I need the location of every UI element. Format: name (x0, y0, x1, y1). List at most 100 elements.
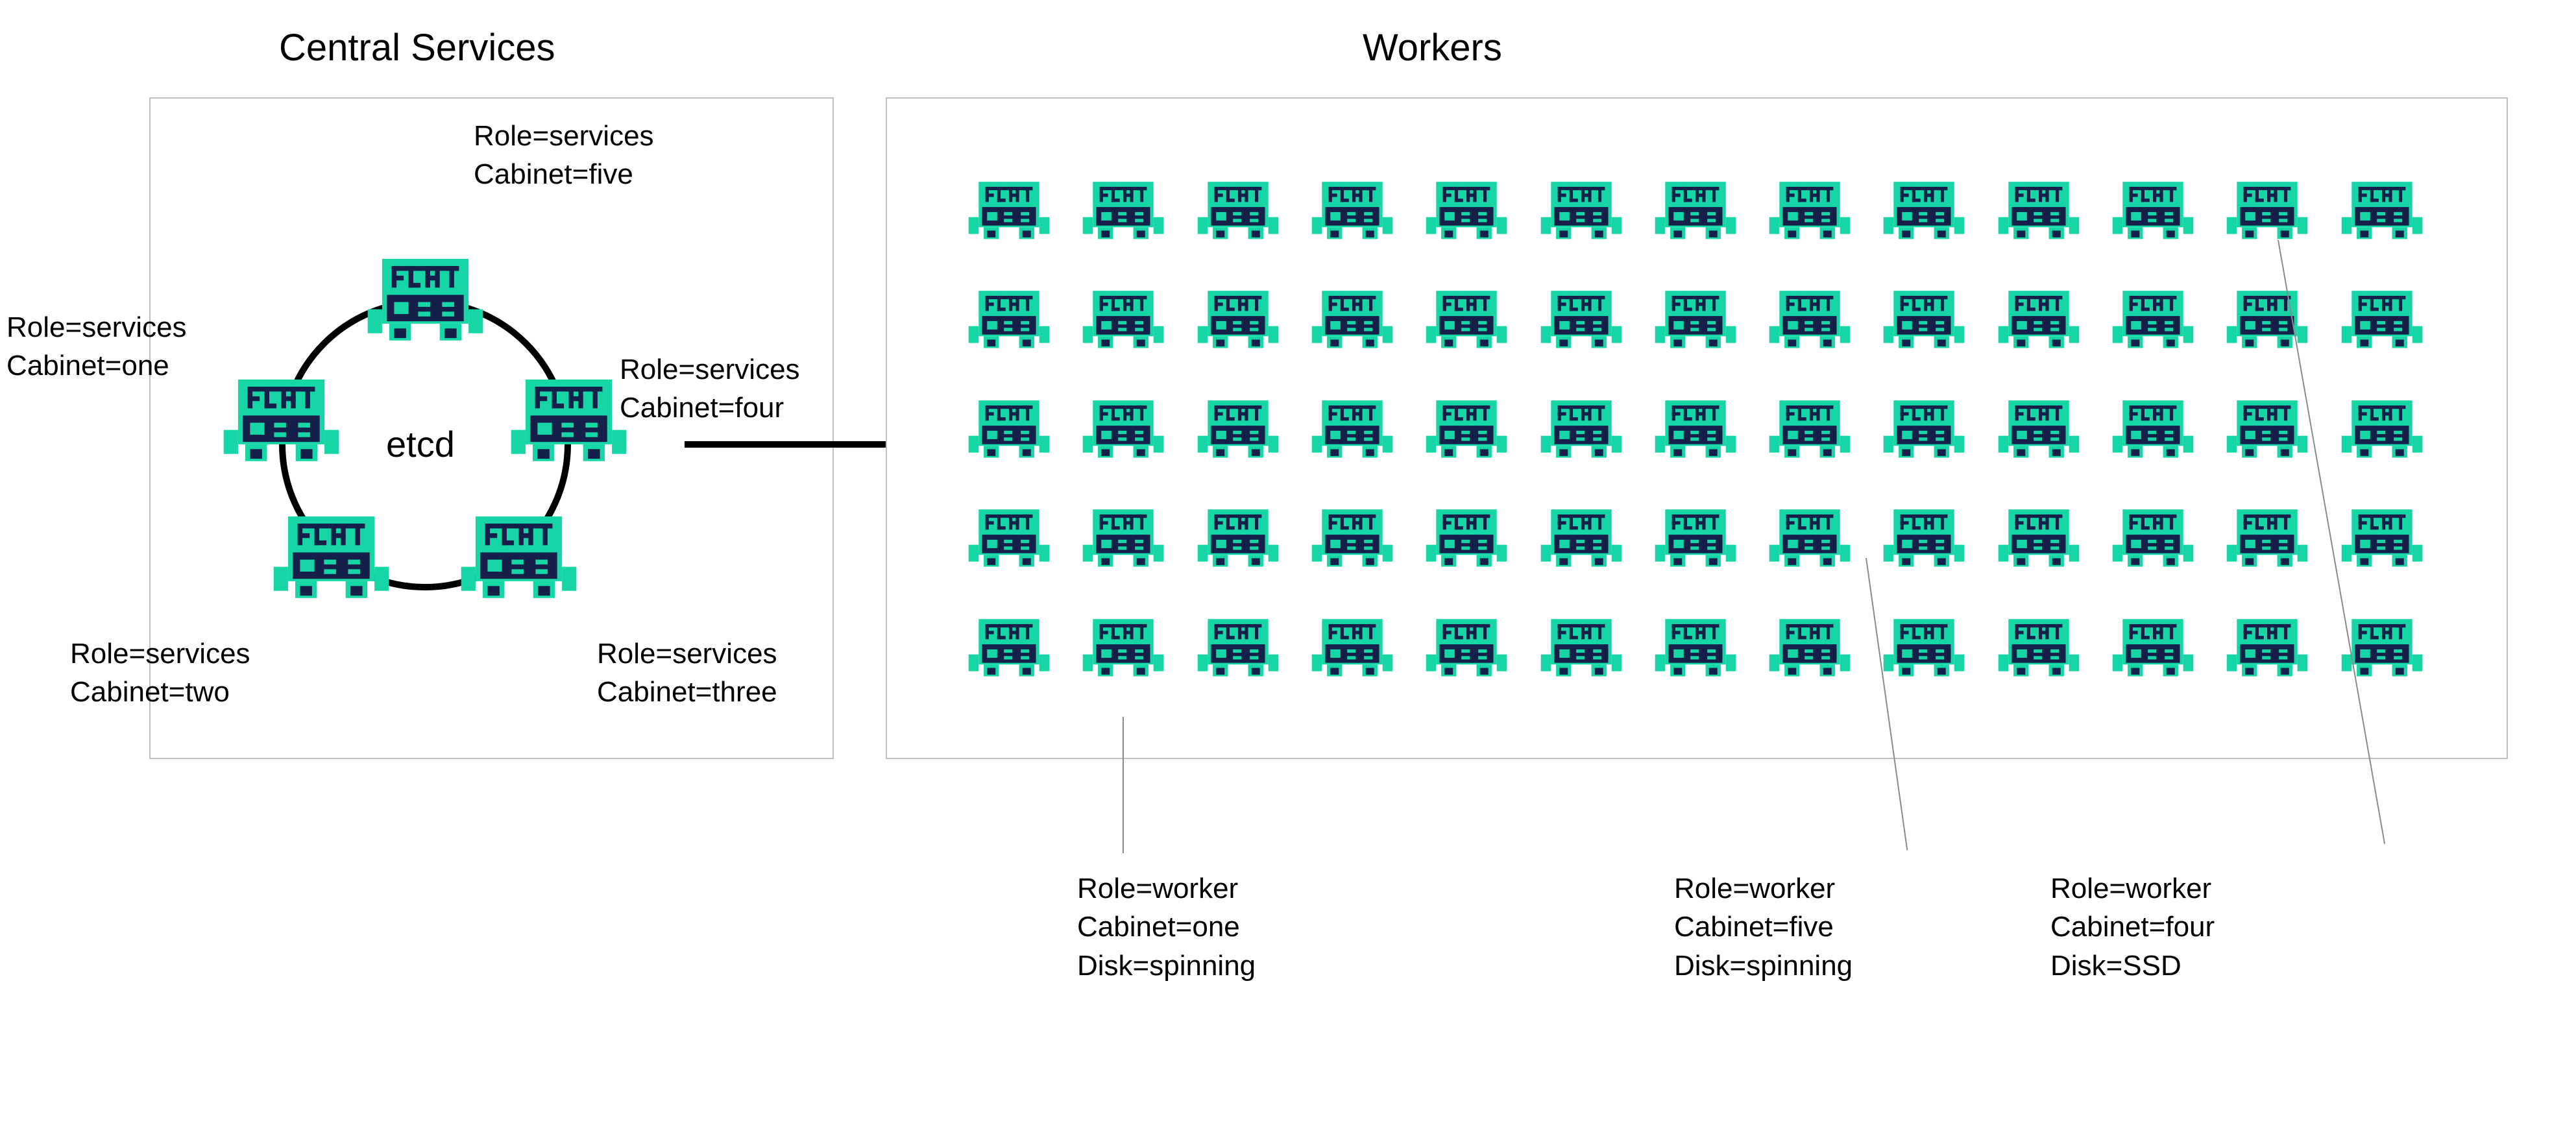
worker-callout-1: Role=worker Cabinet=one Disk=spinning (1077, 869, 1256, 985)
flatcar-icon (1997, 397, 2081, 459)
worker-node (2340, 397, 2427, 459)
flatcar-icon (1081, 506, 1165, 568)
worker-node (1196, 178, 1283, 241)
cabinet-line: Cabinet=four (2050, 911, 2215, 943)
flatcar-icon (967, 287, 1051, 350)
flatcar-icon (1653, 287, 1738, 350)
disk-line: Disk=spinning (1674, 950, 1853, 982)
role-line: Role=services (620, 354, 800, 385)
worker-node (1653, 506, 1740, 568)
worker-node (1768, 616, 1854, 678)
connector-line (685, 441, 886, 448)
label-cabinet-four: Role=services Cabinet=four (620, 350, 800, 428)
cabinet-line: Cabinet=two (70, 676, 230, 708)
flatcar-icon (1081, 178, 1165, 241)
worker-node (1196, 287, 1283, 350)
flatcar-icon (1424, 616, 1509, 678)
worker-node (2111, 397, 2198, 459)
worker-node (1539, 616, 1626, 678)
role-line: Role=services (6, 311, 187, 343)
flatcar-icon (1768, 397, 1852, 459)
flatcar-icon (1768, 616, 1852, 678)
flatcar-icon (1653, 616, 1738, 678)
flatcar-icon (1653, 178, 1738, 241)
label-cabinet-three: Role=services Cabinet=three (597, 635, 777, 712)
flatcar-icon (509, 374, 629, 465)
worker-node (1997, 178, 2084, 241)
role-line: Role=services (70, 638, 250, 670)
worker-node (2340, 506, 2427, 568)
worker-node (1997, 506, 2084, 568)
flatcar-icon (1997, 287, 2081, 350)
flatcar-icon (1768, 506, 1852, 568)
flatcar-icon (2340, 506, 2424, 568)
flatcar-icon (2111, 287, 2195, 350)
etcd-label: etcd (386, 423, 455, 465)
worker-node (1424, 397, 1511, 459)
worker-node (1081, 178, 1168, 241)
worker-node (967, 178, 1054, 241)
flatcar-icon (221, 374, 341, 465)
worker-node (1653, 397, 1740, 459)
worker-node (1882, 616, 1969, 678)
worker-node (1768, 506, 1854, 568)
flatcar-icon (2111, 178, 2195, 241)
flatcar-icon (1882, 506, 1966, 568)
worker-node (967, 397, 1054, 459)
worker-node (1310, 178, 1397, 241)
worker-node (1653, 616, 1740, 678)
workers-title: Workers (1363, 26, 1502, 69)
cabinet-line: Cabinet=five (1674, 911, 1834, 943)
flatcar-icon (1539, 178, 1623, 241)
worker-node (2111, 287, 2198, 350)
flatcar-icon (1424, 397, 1509, 459)
label-cabinet-five: Role=services Cabinet=five (474, 117, 654, 194)
worker-node (1997, 287, 2084, 350)
role-line: Role=worker (1674, 873, 1835, 904)
worker-node (1768, 287, 1854, 350)
worker-node (2225, 287, 2312, 350)
worker-node (1081, 506, 1168, 568)
flatcar-icon (271, 511, 391, 601)
role-line: Role=services (474, 120, 654, 152)
flatcar-icon (1424, 506, 1509, 568)
flatcar-icon (1196, 397, 1280, 459)
cabinet-line: Cabinet=three (597, 676, 777, 708)
role-line: Role=worker (1077, 873, 1238, 904)
cabinet-line: Cabinet=five (474, 158, 633, 190)
worker-node (2340, 178, 2427, 241)
flatcar-icon (2225, 178, 2309, 241)
etcd-node (509, 374, 629, 465)
worker-node (967, 287, 1054, 350)
worker-callout-3: Role=worker Cabinet=four Disk=SSD (2050, 869, 2215, 985)
flatcar-icon (1539, 397, 1623, 459)
worker-node (1310, 287, 1397, 350)
worker-callout-2: Role=worker Cabinet=five Disk=spinning (1674, 869, 1853, 985)
worker-node (1882, 506, 1969, 568)
worker-node (1424, 616, 1511, 678)
flatcar-icon (1997, 178, 2081, 241)
flatcar-icon (2340, 287, 2424, 350)
worker-node (1768, 178, 1854, 241)
flatcar-icon (2111, 506, 2195, 568)
worker-node (1882, 178, 1969, 241)
flatcar-icon (365, 253, 485, 344)
cabinet-line: Cabinet=one (1077, 911, 1240, 943)
worker-node (2225, 397, 2312, 459)
role-line: Role=services (597, 638, 777, 670)
worker-node (1424, 506, 1511, 568)
flatcar-icon (1196, 616, 1280, 678)
flatcar-icon (2225, 616, 2309, 678)
flatcar-icon (2225, 287, 2309, 350)
flatcar-icon (967, 397, 1051, 459)
etcd-node (221, 374, 341, 465)
flatcar-icon (1768, 287, 1852, 350)
worker-node (1310, 397, 1397, 459)
label-cabinet-two: Role=services Cabinet=two (70, 635, 250, 712)
callout-line-1 (1123, 717, 1124, 853)
worker-node (2225, 178, 2312, 241)
worker-node (1310, 616, 1397, 678)
flatcar-icon (1081, 397, 1165, 459)
flatcar-icon (1882, 616, 1966, 678)
worker-node (2225, 506, 2312, 568)
